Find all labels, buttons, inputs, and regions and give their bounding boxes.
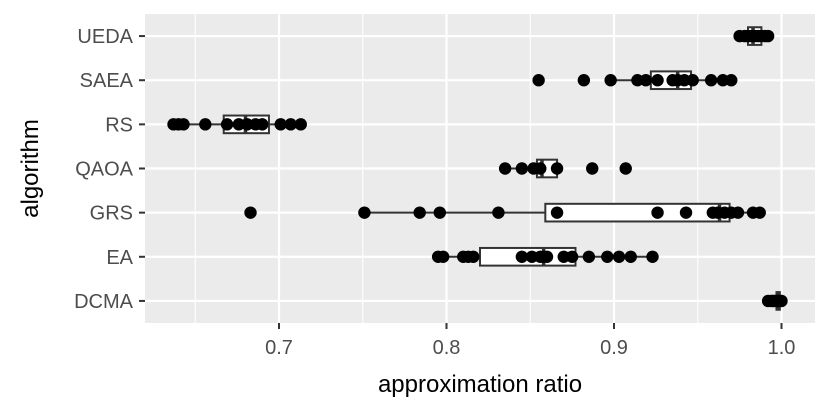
data-point — [220, 118, 234, 131]
y-tick-label: QAOA — [75, 159, 133, 181]
y-tick-label: DCMA — [74, 291, 134, 313]
data-point — [532, 74, 545, 87]
x-tick-label: 0.8 — [433, 337, 461, 359]
data-point — [586, 162, 599, 175]
y-tick-label: EA — [106, 247, 133, 269]
x-tick-label: 0.7 — [265, 337, 293, 359]
data-point — [534, 162, 547, 175]
data-point — [624, 250, 637, 263]
data-point — [646, 250, 659, 263]
data-point — [433, 206, 446, 219]
data-point — [651, 74, 664, 87]
data-point — [540, 250, 554, 263]
y-tick-label: UEDA — [77, 26, 133, 48]
x-tick-label: 1.0 — [768, 337, 796, 359]
data-point — [515, 250, 529, 263]
data-point — [604, 74, 617, 87]
x-axis-title: approximation ratio — [378, 371, 582, 398]
data-point — [704, 74, 718, 87]
data-point — [651, 206, 664, 219]
data-point — [256, 118, 269, 131]
data-point — [577, 74, 591, 87]
axes: 0.7 0.8 0.9 1.0 UEDA SAEA RS QAOA GRS EA DCMA — [74, 26, 795, 359]
data-point — [294, 118, 307, 131]
y-tick-label: RS — [105, 114, 133, 136]
data-point — [753, 206, 766, 219]
data-point — [550, 162, 564, 175]
data-point — [284, 118, 297, 131]
data-point — [639, 74, 653, 87]
y-tick-label: GRS — [90, 203, 133, 225]
data-point — [775, 294, 788, 308]
data-point — [601, 250, 614, 263]
data-point — [731, 206, 745, 219]
data-point — [274, 118, 287, 131]
data-point — [498, 162, 512, 175]
data-point — [550, 206, 564, 219]
data-point — [619, 162, 632, 175]
data-point — [761, 29, 775, 43]
point-layer — [167, 29, 788, 308]
data-point — [582, 250, 596, 263]
data-point — [515, 162, 529, 175]
data-point — [358, 206, 371, 219]
data-point — [725, 74, 738, 87]
data-point — [565, 250, 579, 263]
data-point — [492, 206, 505, 219]
data-point — [686, 74, 699, 87]
data-point — [199, 118, 212, 131]
data-point — [679, 206, 693, 219]
data-point — [467, 250, 480, 263]
data-point — [177, 118, 190, 131]
data-point — [244, 206, 257, 219]
y-axis-title: algorithm — [17, 119, 44, 218]
data-point — [612, 250, 626, 263]
data-point — [436, 250, 450, 263]
data-point — [413, 206, 426, 219]
y-tick-label: SAEA — [80, 70, 134, 92]
box — [544, 202, 731, 223]
x-tick-label: 0.9 — [600, 337, 628, 359]
